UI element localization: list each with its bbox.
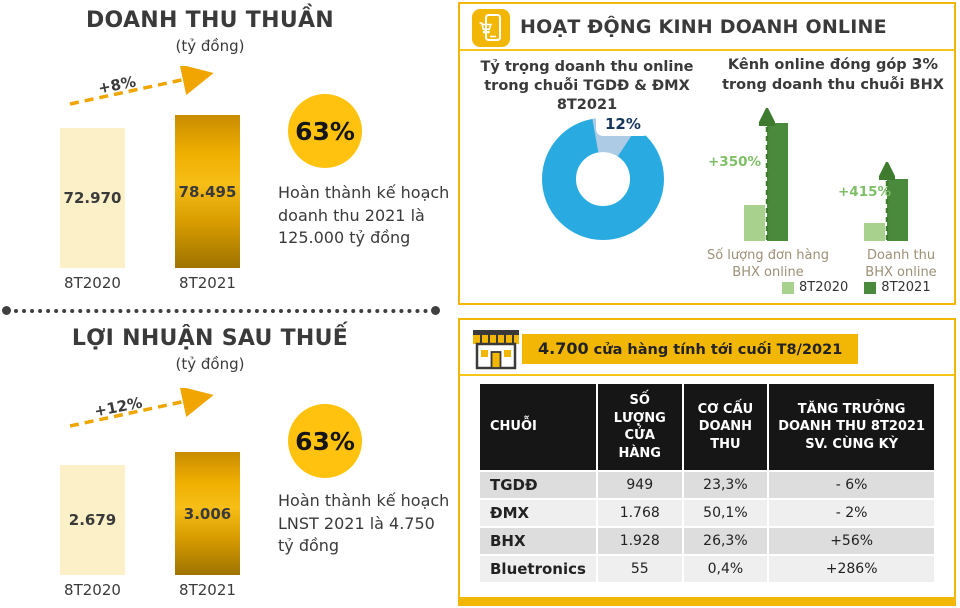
net-profit-note: Hoàn thành kế hoạch LNST 2021 là 4.750 t… xyxy=(278,491,450,556)
net-profit-completion-badge: 63% xyxy=(288,404,362,478)
net-profit-bar-2020: 2.679 xyxy=(60,465,125,575)
stores-panel: 4.700 cửa hàng tính tới cuối T8/2021 CHU… xyxy=(458,318,956,606)
net-revenue-xlabel-2020: 8T2020 xyxy=(64,274,121,292)
net-revenue-value-2020: 72.970 xyxy=(63,189,122,207)
bhx-caption-value: 3% xyxy=(911,55,939,73)
bhx-online-caption: Kênh online đóng góp 3% trong doanh thu … xyxy=(715,54,951,95)
revenue-growth-arrow-icon xyxy=(879,162,895,240)
net-revenue-note: Hoàn thành kế hoạch doanh thu 2021 là 12… xyxy=(278,183,450,248)
online-panel-header: HOẠT ĐỘNG KINH DOANH ONLINE xyxy=(460,4,954,51)
bhx-revenue-bar-2021 xyxy=(887,179,908,241)
legend-label-2020: 8T2020 xyxy=(799,280,849,295)
bhx-chart-legend: 8T2020 8T2021 xyxy=(782,280,931,295)
net-revenue-unit: (tỷ đồng) xyxy=(175,37,245,55)
net-revenue-value-2021: 78.495 xyxy=(178,182,237,201)
chain-name: TGDĐ xyxy=(478,470,598,501)
bhx-revenue-growth-label: +415% xyxy=(838,184,892,200)
bhx-revenue-bar-2020 xyxy=(864,223,885,241)
net-revenue-xlabel-2021: 8T2021 xyxy=(179,274,236,292)
separator-line xyxy=(14,308,428,313)
chain-name: BHX xyxy=(478,526,598,557)
header-store-count: SỐ LƯỢNG CỬA HÀNG xyxy=(595,381,684,473)
bhx-caption-prefix: Kênh online đóng góp xyxy=(727,57,912,73)
mobile-shopping-cart-icon xyxy=(479,14,501,41)
net-revenue-panel: DOANH THU THUẦN (tỷ đồng) +8% 72.970 78.… xyxy=(0,0,455,306)
online-icon-box xyxy=(472,9,510,47)
bhx-revenue-category-label: Doanh thu BHX online xyxy=(865,248,937,280)
net-profit-unit: (tỷ đồng) xyxy=(175,355,245,373)
net-revenue-bar-2020: 72.970 xyxy=(60,128,125,268)
header-chain: CHUỖI xyxy=(478,381,598,473)
chain-name: Bluetronics xyxy=(478,554,598,585)
net-revenue-bar-2021: 78.495 xyxy=(175,115,240,268)
table-row-bluetronics: Bluetronics 55 0,4% +286% xyxy=(478,554,936,585)
legend-item-2020: 8T2020 xyxy=(782,280,848,295)
net-profit-panel: LỢI NHUẬN SAU THUẾ (tỷ đồng) +12% 2.679 … xyxy=(0,318,455,608)
online-business-panel: HOẠT ĐỘNG KINH DOANH ONLINE Tỷ trọng doa… xyxy=(458,2,956,305)
net-profit-title: LỢI NHUẬN SAU THUẾ xyxy=(71,326,349,351)
net-profit-value-2020: 2.679 xyxy=(68,511,117,529)
store-count: 1.928 xyxy=(595,526,684,557)
net-profit-value-2021: 3.006 xyxy=(183,504,232,523)
chain-name: ĐMX xyxy=(478,498,598,529)
revenue-growth: +56% xyxy=(767,526,936,557)
separator-dot-left xyxy=(2,306,11,315)
table-header-row: CHUỖI SỐ LƯỢNG CỬA HÀNG CƠ CẤU DOANH THU… xyxy=(478,381,936,473)
stores-count-text: cửa hàng tính tới cuối T8/2021 xyxy=(588,342,843,358)
dotted-separator xyxy=(2,306,440,315)
store-icon xyxy=(473,330,519,370)
net-profit-xlabel-2020: 8T2020 xyxy=(64,581,121,599)
store-count: 949 xyxy=(595,470,684,501)
growth-arrow-icon xyxy=(69,66,214,106)
bhx-orders-bar-2020 xyxy=(744,205,765,241)
online-panel-title: HOẠT ĐỘNG KINH DOANH ONLINE xyxy=(520,16,887,38)
stores-count-value: 4.700 xyxy=(538,339,589,358)
legend-swatch-2020 xyxy=(782,281,794,294)
header-revenue-mix: CƠ CẤU DOANH THU xyxy=(681,381,770,473)
separator-dot-right xyxy=(431,306,440,315)
orders-growth-arrow-icon xyxy=(759,108,775,240)
bhx-orders-bar-2021 xyxy=(767,123,788,241)
online-share-caption: Tỷ trọng doanh thu online trong chuỗi TG… xyxy=(480,59,694,113)
revenue-mix: 0,4% xyxy=(681,554,770,585)
store-count: 55 xyxy=(595,554,684,585)
bhx-orders-category-label: Số lượng đơn hàng BHX online xyxy=(706,248,830,280)
legend-item-2021: 8T2021 xyxy=(864,280,931,295)
revenue-mix: 23,3% xyxy=(681,470,770,501)
revenue-mix: 50,1% xyxy=(681,498,770,529)
growth-arrow-icon xyxy=(69,388,214,428)
table-row-dmx: ĐMX 1.768 50,1% - 2% xyxy=(478,498,936,529)
net-profit-bar-2021: 3.006 xyxy=(175,452,240,575)
net-revenue-completion-badge: 63% xyxy=(288,94,362,168)
table-row-tgdd: TGDĐ 949 23,3% - 6% xyxy=(478,470,936,501)
stores-table: CHUỖI SỐ LƯỢNG CỬA HÀNG CƠ CẤU DOANH THU… xyxy=(478,381,936,585)
bhx-caption-suffix: trong doanh thu chuỗi BHX xyxy=(722,76,944,93)
revenue-mix: 26,3% xyxy=(681,526,770,557)
bhx-orders-growth-label: +350% xyxy=(708,154,762,170)
revenue-growth: +286% xyxy=(767,554,936,585)
panel-bottom-accent xyxy=(460,597,954,604)
store-count: 1.768 xyxy=(595,498,684,529)
legend-swatch-2021 xyxy=(864,281,877,294)
net-profit-xlabel-2021: 8T2021 xyxy=(179,581,236,599)
stores-panel-header: 4.700 cửa hàng tính tới cuối T8/2021 xyxy=(460,320,954,376)
table-row-bhx: BHX 1.928 26,3% +56% xyxy=(478,526,936,557)
header-revenue-growth: TĂNG TRƯỞNG DOANH THU 8T2021 SV. CÙNG KỲ xyxy=(767,381,936,473)
revenue-growth: - 6% xyxy=(767,470,936,501)
net-revenue-title: DOANH THU THUẦN xyxy=(85,8,335,33)
stores-count-banner: 4.700 cửa hàng tính tới cuối T8/2021 xyxy=(522,334,859,364)
online-share-value-label: 12% xyxy=(596,112,650,136)
revenue-growth: - 2% xyxy=(767,498,936,529)
legend-label-2021: 8T2021 xyxy=(881,280,931,295)
